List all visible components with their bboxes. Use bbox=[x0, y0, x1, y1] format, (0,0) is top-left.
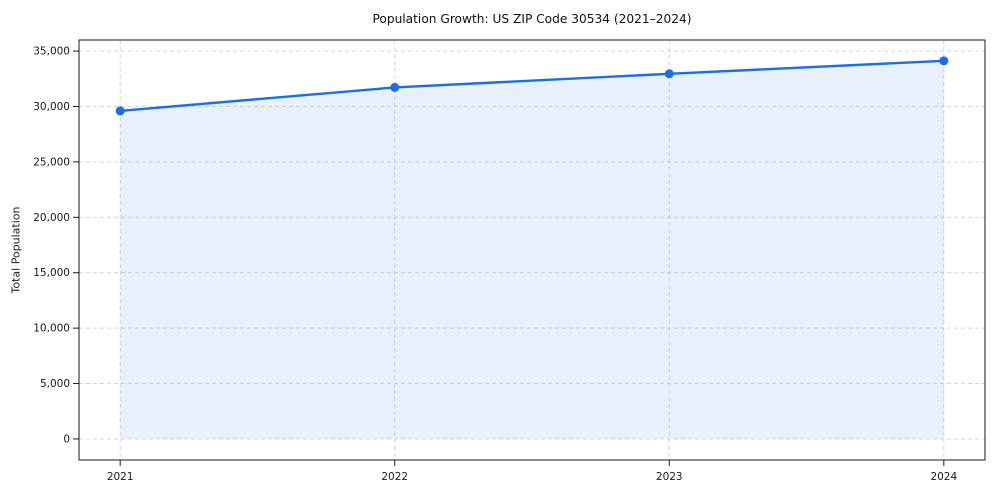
y-axis-label: Total Population bbox=[9, 206, 23, 294]
x-tick-label: 2023 bbox=[656, 471, 683, 483]
data-point-2021 bbox=[115, 106, 125, 116]
y-tick-label: 10,000 bbox=[33, 323, 70, 335]
y-tick-label: 0 bbox=[63, 433, 70, 445]
data-point-2023 bbox=[664, 69, 674, 79]
chart-title: Population Growth: US ZIP Code 30534 (20… bbox=[372, 12, 692, 26]
x-tick-label: 2021 bbox=[107, 471, 134, 483]
x-tick-label: 2024 bbox=[930, 471, 957, 483]
area-fill bbox=[120, 60, 944, 439]
y-tick-label: 30,000 bbox=[33, 101, 70, 113]
y-tick-label: 35,000 bbox=[33, 46, 70, 58]
data-point-2022 bbox=[390, 82, 400, 92]
y-tick-label: 5,000 bbox=[40, 378, 70, 390]
axis-spines bbox=[78, 39, 986, 461]
x-tick-label: 2022 bbox=[381, 471, 408, 483]
y-tick-label: 25,000 bbox=[33, 156, 70, 168]
y-tick-label: 15,000 bbox=[33, 267, 70, 279]
y-tick-label: 20,000 bbox=[33, 212, 70, 224]
trend-line bbox=[118, 59, 946, 113]
data-point-2024 bbox=[939, 56, 949, 66]
